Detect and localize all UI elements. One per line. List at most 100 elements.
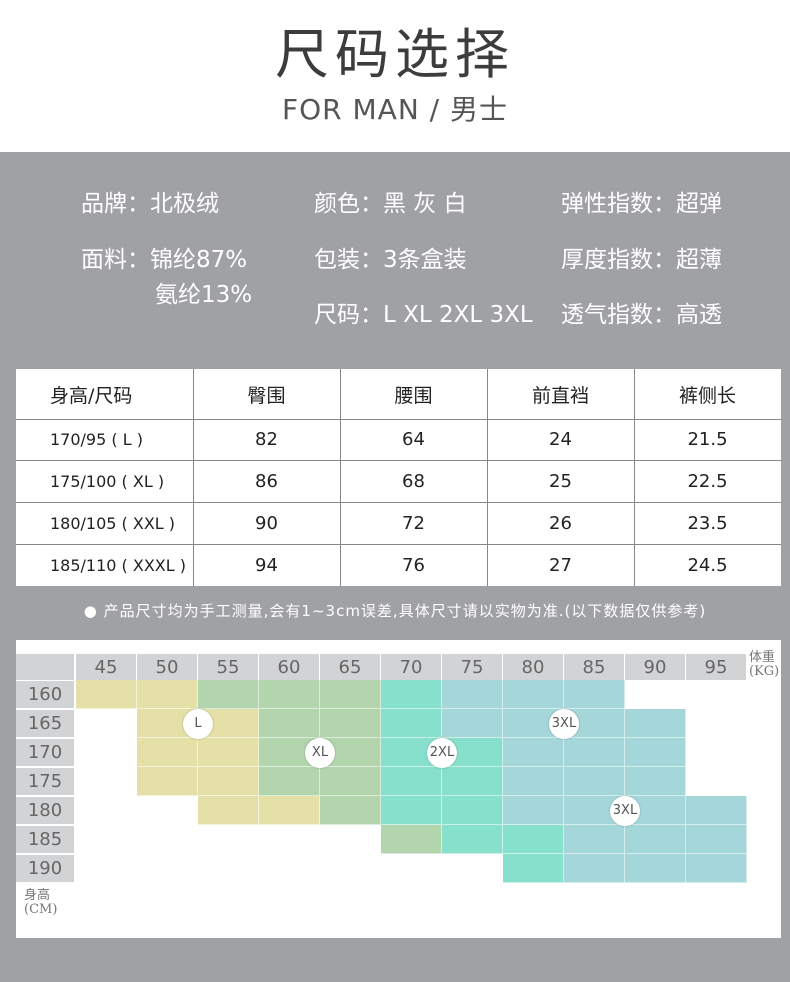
height-tick: 175 bbox=[16, 768, 74, 795]
size-cell-xl bbox=[198, 680, 259, 709]
table-cell: 27 bbox=[549, 554, 572, 576]
table-divider bbox=[634, 369, 635, 586]
measurement-note: ● 产品尺寸均为手工测量,会有1~3cm误差,具体尺寸请以实物为准.(以下数据仅… bbox=[83, 602, 707, 620]
table-divider bbox=[193, 369, 194, 586]
weight-tick: 65 bbox=[320, 654, 380, 680]
spec-fabric-2: 氨纶13% bbox=[155, 275, 252, 309]
table-cell: 24.5 bbox=[687, 554, 728, 576]
weight-tick: 60 bbox=[259, 654, 319, 680]
table-cell: 175/100 ( XL ) bbox=[50, 471, 165, 491]
table-cell: 170/95 ( L ) bbox=[50, 430, 143, 449]
size-cell-xl bbox=[320, 680, 381, 709]
size-cell-l bbox=[198, 738, 259, 767]
table-divider bbox=[16, 502, 781, 503]
height-unit-label: 身高 (CM) bbox=[24, 889, 57, 917]
size-cell-l bbox=[198, 767, 259, 796]
spec-value: 3条盒装 bbox=[383, 247, 467, 273]
size-cell-3xl bbox=[503, 767, 564, 796]
table-cell: 24 bbox=[549, 429, 572, 450]
size-cell-2xl bbox=[442, 825, 503, 854]
page-title: 尺码选择 bbox=[275, 23, 515, 86]
page-subtitle: FOR MAN / 男士 bbox=[282, 93, 508, 126]
height-tick: 185 bbox=[16, 826, 74, 853]
size-cell-3xl bbox=[442, 709, 503, 738]
table-cell: 23.5 bbox=[687, 512, 728, 534]
size-cell-l bbox=[137, 767, 198, 796]
table-header-cell: 前直裆 bbox=[531, 384, 589, 407]
spec-label: 颜色： bbox=[314, 191, 383, 217]
size-cell-2xl bbox=[381, 680, 442, 709]
table-header-cell: 裤侧长 bbox=[678, 384, 736, 407]
table-cell: 82 bbox=[255, 429, 278, 450]
size-cell-xl bbox=[259, 767, 320, 796]
table-cell: 90 bbox=[255, 512, 278, 534]
weight-unit-text: 体重 bbox=[749, 650, 776, 665]
size-table: 身高/尺码 臀围 腰围 前直裆 裤侧长 170/95 ( L ) 82 64 2… bbox=[16, 369, 781, 586]
table-header-cell: 身高/尺码 bbox=[50, 384, 133, 407]
size-badge: 3XL bbox=[610, 795, 640, 826]
size-cell-2xl bbox=[503, 854, 564, 883]
spec-label: 包装： bbox=[314, 247, 383, 273]
size-cell-3xl bbox=[442, 680, 503, 709]
height-unit-cm: (CM) bbox=[24, 902, 58, 917]
height-tick: 160 bbox=[16, 681, 74, 708]
table-divider bbox=[16, 544, 781, 545]
size-cell-3xl bbox=[625, 825, 686, 854]
spec-label: 品牌： bbox=[81, 191, 150, 217]
size-cell-2xl bbox=[442, 767, 503, 796]
height-unit-text: 身高 bbox=[24, 888, 51, 903]
size-cell-3xl bbox=[686, 796, 747, 825]
weight-tick: 90 bbox=[625, 654, 685, 680]
spec-value: 北极绒 bbox=[150, 191, 219, 217]
size-cell-xl bbox=[381, 825, 442, 854]
page-header: 尺码选择 FOR MAN / 男士 bbox=[0, 0, 790, 152]
weight-tick: 70 bbox=[381, 654, 441, 680]
spec-value: 氨纶13% bbox=[155, 282, 253, 308]
spec-value: 超弹 bbox=[676, 191, 722, 217]
spec-value: 超薄 bbox=[676, 247, 722, 273]
spec-value: 高透 bbox=[676, 302, 722, 328]
size-cell-xl bbox=[320, 709, 381, 738]
size-cell-3xl bbox=[625, 854, 686, 883]
size-badge: 2XL bbox=[427, 737, 457, 768]
height-tick: 180 bbox=[16, 797, 74, 824]
spec-value: L XL 2XL 3XL bbox=[383, 302, 533, 328]
weight-tick: 80 bbox=[503, 654, 563, 680]
size-cell-3xl bbox=[625, 767, 686, 796]
size-cell-l bbox=[76, 680, 137, 709]
size-cell-3xl bbox=[503, 738, 564, 767]
size-cell-l bbox=[137, 738, 198, 767]
table-divider bbox=[16, 460, 781, 461]
size-cell-2xl bbox=[381, 796, 442, 825]
weight-tick: 85 bbox=[564, 654, 624, 680]
size-cell-l bbox=[259, 796, 320, 825]
size-cell-3xl bbox=[564, 767, 625, 796]
chart-corner bbox=[16, 654, 74, 680]
table-cell: 21.5 bbox=[687, 429, 728, 450]
table-cell: 25 bbox=[549, 470, 572, 492]
size-cell-3xl bbox=[503, 796, 564, 825]
table-cell: 72 bbox=[402, 512, 425, 534]
size-cell-xl bbox=[320, 796, 381, 825]
spec-label: 尺码： bbox=[314, 302, 383, 328]
size-cell-xl bbox=[259, 709, 320, 738]
weight-tick: 50 bbox=[137, 654, 197, 680]
size-cell-3xl bbox=[564, 825, 625, 854]
table-cell: 22.5 bbox=[687, 470, 728, 492]
size-cell-3xl bbox=[564, 680, 625, 709]
table-divider bbox=[487, 369, 488, 586]
spec-thickness: 厚度指数：超薄 bbox=[561, 240, 722, 274]
size-badge: 3XL bbox=[549, 708, 579, 739]
spec-value: 黑 灰 白 bbox=[383, 191, 467, 217]
size-chart: 体重 (KG) 身高 (CM) 45 50 55 60 65 70 75 80 85 90 95 16… bbox=[16, 640, 781, 938]
height-tick: 170 bbox=[16, 739, 74, 766]
size-cell-3xl bbox=[625, 738, 686, 767]
spec-label: 弹性指数： bbox=[561, 191, 676, 217]
size-cell-2xl bbox=[503, 825, 564, 854]
weight-tick: 45 bbox=[76, 654, 136, 680]
table-cell: 68 bbox=[402, 470, 425, 492]
size-cell-3xl bbox=[686, 825, 747, 854]
size-badge: XL bbox=[305, 737, 335, 768]
size-badge: L bbox=[183, 708, 213, 739]
weight-tick: 95 bbox=[686, 654, 746, 680]
